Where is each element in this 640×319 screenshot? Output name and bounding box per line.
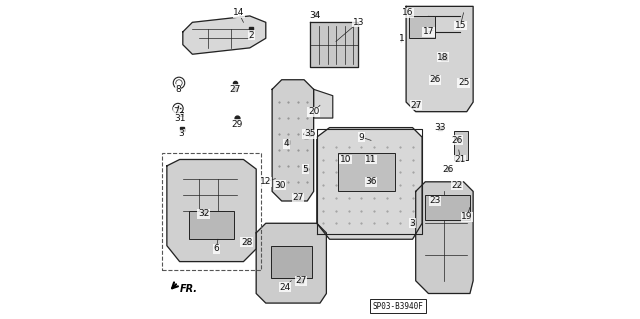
Text: 2: 2: [248, 31, 254, 40]
Text: 1: 1: [399, 34, 404, 43]
Polygon shape: [310, 22, 358, 67]
Text: 29: 29: [232, 120, 243, 129]
Text: 10: 10: [340, 155, 351, 164]
Text: 3: 3: [410, 219, 415, 228]
FancyBboxPatch shape: [175, 112, 183, 116]
Text: 26: 26: [429, 75, 440, 84]
FancyBboxPatch shape: [271, 246, 312, 278]
Text: 15: 15: [454, 21, 466, 30]
Text: 27: 27: [410, 101, 421, 110]
Text: 35: 35: [305, 130, 316, 138]
Polygon shape: [183, 16, 266, 54]
Text: 36: 36: [365, 177, 377, 186]
FancyBboxPatch shape: [410, 16, 435, 38]
Text: 14: 14: [233, 8, 244, 17]
Text: 25: 25: [458, 78, 469, 87]
Text: 8: 8: [175, 85, 181, 94]
Polygon shape: [256, 223, 326, 303]
Text: 26: 26: [442, 165, 453, 174]
Text: 28: 28: [241, 238, 252, 247]
Text: 20: 20: [308, 107, 319, 116]
Text: SP03-B3940F: SP03-B3940F: [372, 302, 424, 311]
Text: 22: 22: [452, 181, 463, 189]
Text: 5: 5: [303, 165, 308, 174]
Polygon shape: [416, 182, 473, 293]
Text: 32: 32: [198, 209, 209, 218]
FancyBboxPatch shape: [189, 211, 234, 239]
Text: 11: 11: [365, 155, 377, 164]
Text: 27: 27: [292, 193, 303, 202]
Polygon shape: [272, 80, 314, 201]
Text: 18: 18: [437, 53, 449, 62]
Text: 4: 4: [284, 139, 289, 148]
Text: 27: 27: [230, 85, 241, 94]
Text: 19: 19: [461, 212, 472, 221]
Polygon shape: [317, 128, 422, 239]
Text: FR.: FR.: [180, 284, 198, 294]
Text: 24: 24: [279, 283, 291, 292]
Text: 13: 13: [353, 18, 364, 27]
Text: 6: 6: [214, 244, 219, 253]
Text: 23: 23: [429, 197, 440, 205]
Polygon shape: [167, 160, 256, 262]
Text: 27: 27: [295, 276, 307, 285]
Text: 34: 34: [310, 11, 321, 20]
FancyBboxPatch shape: [337, 153, 395, 191]
Text: 17: 17: [422, 27, 434, 36]
Polygon shape: [406, 6, 473, 112]
FancyBboxPatch shape: [425, 195, 470, 220]
Text: 7: 7: [173, 107, 179, 116]
Text: 30: 30: [275, 181, 286, 189]
Text: 4: 4: [303, 130, 308, 138]
Polygon shape: [314, 89, 333, 118]
Text: 16: 16: [402, 8, 413, 17]
Text: 12: 12: [260, 177, 271, 186]
Text: 9: 9: [358, 133, 364, 142]
Text: 3: 3: [179, 130, 184, 138]
Text: 31: 31: [174, 114, 186, 122]
Text: 33: 33: [434, 123, 445, 132]
Text: 21: 21: [454, 155, 466, 164]
FancyBboxPatch shape: [454, 131, 468, 160]
Text: 26: 26: [451, 136, 463, 145]
